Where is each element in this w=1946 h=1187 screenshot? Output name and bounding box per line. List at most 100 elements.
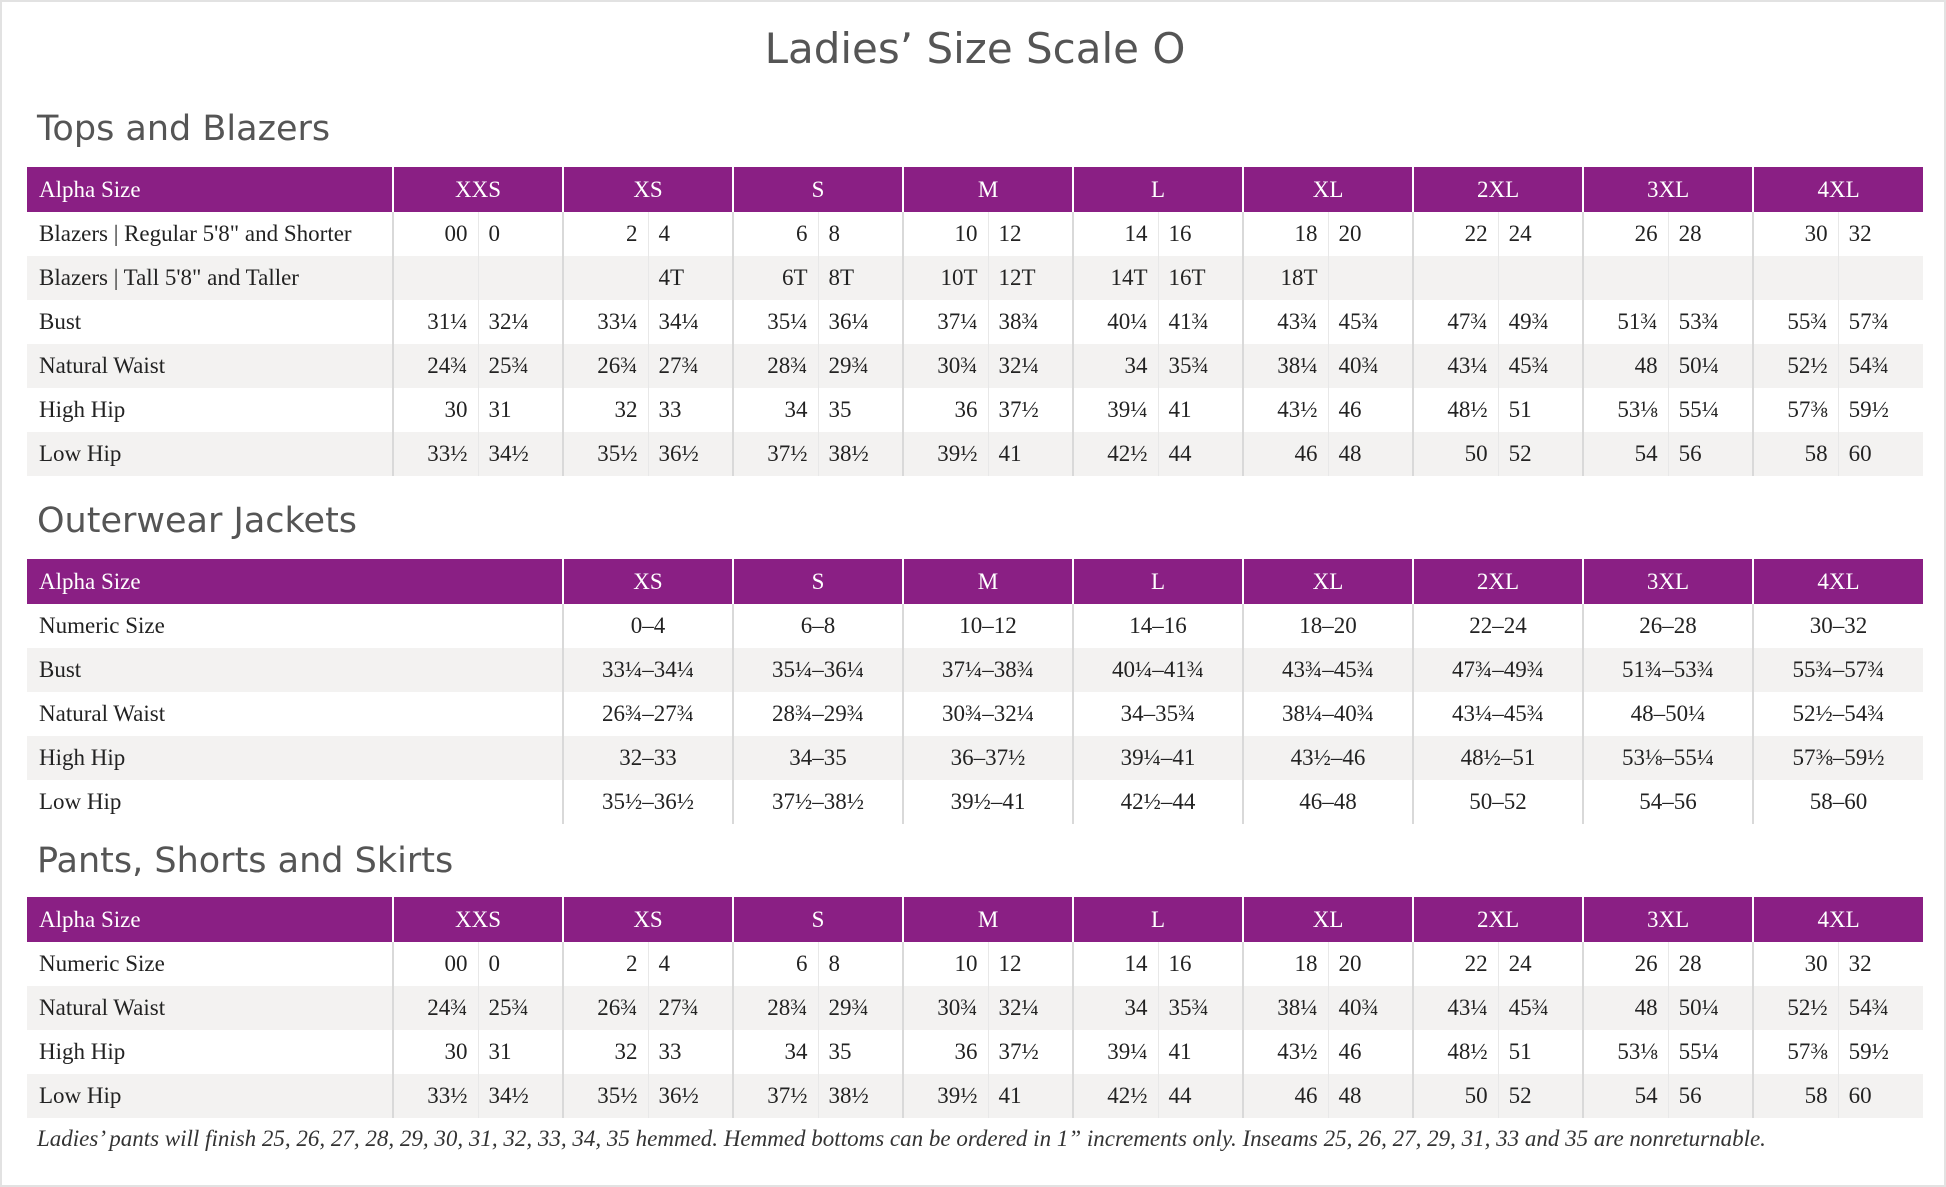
cell: 6 bbox=[732, 212, 819, 256]
cell: 39¼ bbox=[1072, 388, 1159, 432]
header-cell: L bbox=[1072, 559, 1243, 604]
cell: 28¾ bbox=[732, 344, 819, 388]
cell: 20 bbox=[1327, 942, 1414, 986]
cell: 41 bbox=[1157, 388, 1244, 432]
cell: 35¾ bbox=[1157, 986, 1244, 1030]
table-row: Low Hip 33½ 34½ 35½ 36½ 37½ 38½ 39½ 41 42½ 44 46 48 5… bbox=[27, 1074, 1924, 1118]
cell: 46 bbox=[1242, 432, 1329, 476]
cell: 26¾ bbox=[562, 344, 649, 388]
header-cell: 3XL bbox=[1582, 167, 1754, 212]
size-table: Alpha Size XS S M L XL 2XL 3XL 4XL Numeric Size 0–… bbox=[27, 559, 1923, 824]
cell: 52 bbox=[1497, 432, 1584, 476]
cell: 34–35 bbox=[732, 736, 903, 780]
cell: 51¾ bbox=[1582, 300, 1669, 344]
cell: 10–12 bbox=[902, 604, 1073, 648]
cell: 31 bbox=[477, 1030, 564, 1074]
table-row: High Hip 30 31 32 33 34 35 36 37½ 39¼ 41 43½ 46 48½ 51… bbox=[27, 1030, 1924, 1074]
cell: 50¼ bbox=[1667, 344, 1754, 388]
cell: 10T bbox=[902, 256, 989, 300]
cell: 18T bbox=[1242, 256, 1329, 300]
cell: 35 bbox=[817, 1030, 904, 1074]
cell: 46–48 bbox=[1242, 780, 1413, 824]
header-row: Alpha Size XXS XS S M L XL 2XL 3XL 4XL bbox=[27, 167, 1924, 212]
cell: 50 bbox=[1412, 432, 1499, 476]
cell: 47¾–49¾ bbox=[1412, 648, 1583, 692]
cell: 57⅜ bbox=[1752, 1030, 1839, 1074]
cell: 32¼ bbox=[987, 344, 1074, 388]
table-row: Natural Waist 26¾–27¾ 28¾–29¾ 30¾–32¼ 34–35¾… bbox=[27, 692, 1923, 736]
cell: 24 bbox=[1497, 212, 1584, 256]
cell: 28¾ bbox=[732, 986, 819, 1030]
cell: 40¾ bbox=[1327, 344, 1414, 388]
cell: 38½ bbox=[817, 1074, 904, 1118]
cell: 59½ bbox=[1837, 1030, 1924, 1074]
cell: 40¾ bbox=[1327, 986, 1414, 1030]
cell: 38¼–40¾ bbox=[1242, 692, 1413, 736]
cell: 20 bbox=[1327, 212, 1414, 256]
cell: 44 bbox=[1157, 432, 1244, 476]
row-label: Numeric Size bbox=[39, 613, 165, 638]
cell: 28 bbox=[1667, 942, 1754, 986]
cell: 48½ bbox=[1412, 388, 1499, 432]
cell: 00 bbox=[392, 212, 478, 256]
header-row: Alpha Size XS S M L XL 2XL 3XL 4XL bbox=[27, 559, 1923, 604]
cell: 35¼–36¼ bbox=[732, 648, 903, 692]
cell: 57⅜–59½ bbox=[1752, 736, 1923, 780]
cell: 53⅛ bbox=[1582, 1030, 1669, 1074]
cell: 37½–38½ bbox=[732, 780, 903, 824]
cell: 34 bbox=[732, 1030, 819, 1074]
cell: 36½ bbox=[647, 1074, 734, 1118]
cell: 37¼–38¾ bbox=[902, 648, 1073, 692]
cell: 51 bbox=[1497, 1030, 1584, 1074]
cell: 33½ bbox=[392, 432, 478, 476]
header-row: Alpha Size XXS XS S M L XL 2XL 3XL 4XL bbox=[27, 897, 1924, 942]
cell: 26–28 bbox=[1582, 604, 1753, 648]
cell: 32 bbox=[562, 1030, 649, 1074]
cell: 34½ bbox=[477, 1074, 564, 1118]
cell: 14T bbox=[1072, 256, 1159, 300]
cell: 33¼ bbox=[562, 300, 649, 344]
section-title: Outerwear Jackets bbox=[37, 501, 358, 541]
cell: 6 bbox=[732, 942, 819, 986]
table-row: Bust 31¼ 32¼ 33¼ 34¼ 35¼ 36¼ 37¼ 38¾ 40¼ 41¾ 43¾ 45¾… bbox=[27, 300, 1924, 344]
cell: 29¾ bbox=[817, 344, 904, 388]
cell: 30 bbox=[392, 388, 478, 432]
section-title: Pants, Shorts and Skirts bbox=[37, 841, 454, 881]
cell: 33 bbox=[647, 388, 734, 432]
cell: 32¼ bbox=[477, 300, 564, 344]
cell: 26¾ bbox=[562, 986, 649, 1030]
cell: 34½ bbox=[477, 432, 564, 476]
header-cell: L bbox=[1072, 167, 1244, 212]
cell: 58 bbox=[1752, 1074, 1839, 1118]
cell: 27¾ bbox=[647, 344, 734, 388]
cell: 32¼ bbox=[987, 986, 1074, 1030]
cell: 54 bbox=[1582, 1074, 1669, 1118]
cell: 35½ bbox=[562, 432, 649, 476]
row-label: Low Hip bbox=[39, 789, 122, 814]
cell: 30¾–32¼ bbox=[902, 692, 1073, 736]
cell: 41 bbox=[987, 432, 1074, 476]
cell: 33¼–34¼ bbox=[562, 648, 733, 692]
cell: 50¼ bbox=[1667, 986, 1754, 1030]
cell: 18–20 bbox=[1242, 604, 1413, 648]
row-label: Natural Waist bbox=[39, 701, 166, 726]
cell: 54–56 bbox=[1582, 780, 1753, 824]
cell: 36–37½ bbox=[902, 736, 1073, 780]
table-row: Low Hip 35½–36½ 37½–38½ 39½–41 42½–44 46–48 50… bbox=[27, 780, 1923, 824]
cell: 35¾ bbox=[1157, 344, 1244, 388]
row-label: Bust bbox=[27, 648, 563, 692]
cell: 43¼–45¾ bbox=[1412, 692, 1583, 736]
cell: 38½ bbox=[817, 432, 904, 476]
header-cell: M bbox=[902, 559, 1073, 604]
table-row: Natural Waist 24¾ 25¾ 26¾ 27¾ 28¾ 29¾ 30¾ 32¼ 34 3… bbox=[27, 986, 1924, 1030]
cell: 14 bbox=[1072, 212, 1159, 256]
header-cell: L bbox=[1072, 897, 1244, 942]
cell: 42½–44 bbox=[1072, 780, 1243, 824]
table-row: High Hip 32–33 34–35 36–37½ 39¼–41 43½–46 48½–… bbox=[27, 736, 1923, 780]
cell: 29¾ bbox=[817, 986, 904, 1030]
header-cell: Alpha Size bbox=[27, 559, 563, 604]
cell: 28 bbox=[1667, 212, 1754, 256]
cell: 53¾ bbox=[1667, 300, 1754, 344]
cell: 52 bbox=[1497, 1074, 1584, 1118]
row-label: High Hip bbox=[39, 1039, 126, 1064]
